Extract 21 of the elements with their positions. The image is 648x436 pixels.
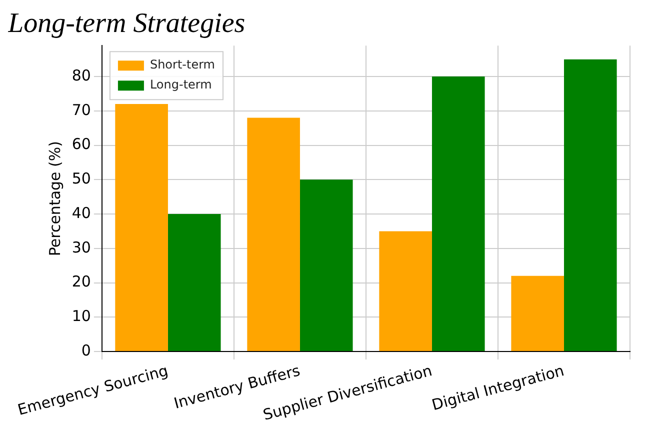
y-tick-label: 10 [72,307,91,326]
legend-label: Long-term [150,78,212,92]
bar [168,214,221,352]
y-tick-label: 20 [72,272,91,291]
y-tick-label: 0 [81,341,91,360]
bar [432,76,485,352]
bar [379,231,432,352]
bar [300,180,353,352]
y-tick-label: 40 [72,204,91,222]
legend-label: Short-term [150,58,216,72]
y-tick-label: 50 [72,170,91,188]
bar [511,276,564,352]
y-axis-title: Percentage (%) [46,141,64,256]
chart-title: Long-term Strategies [7,8,246,40]
y-tick-label: 60 [72,135,91,154]
y-tick-label: 30 [72,238,91,256]
bar [247,118,300,352]
y-tick-label: 80 [72,66,91,84]
y-tick-label: 70 [72,100,91,119]
bar [564,59,617,352]
bar [115,104,168,352]
